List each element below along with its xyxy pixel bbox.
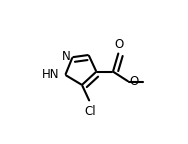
Text: Cl: Cl	[84, 105, 96, 118]
Text: O: O	[129, 75, 139, 88]
Text: HN: HN	[42, 68, 59, 82]
Text: N: N	[62, 50, 71, 63]
Text: O: O	[114, 38, 124, 51]
